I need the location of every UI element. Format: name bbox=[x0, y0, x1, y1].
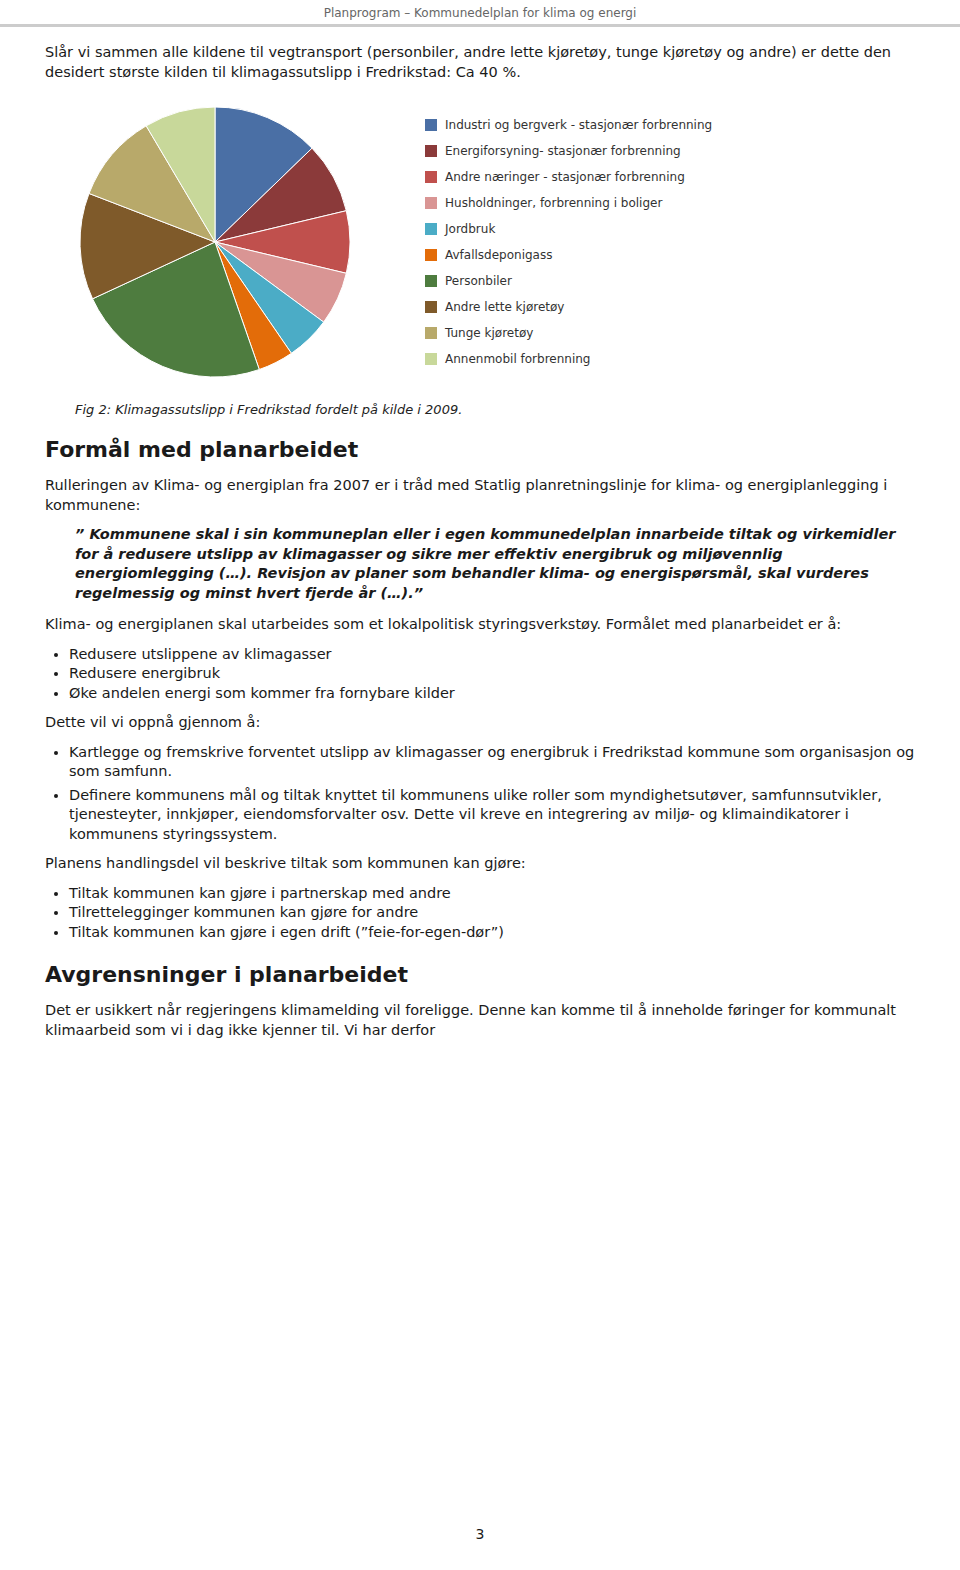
legend-item: Industri og bergverk - stasjonær forbren… bbox=[425, 118, 712, 132]
paragraph: Slår vi sammen alle kildene til vegtrans… bbox=[45, 43, 915, 82]
paragraph: Klima- og energiplanen skal utarbeides s… bbox=[45, 615, 915, 635]
bullet-item: Definere kommunens mål og tiltak knyttet… bbox=[69, 786, 915, 845]
bullet-list: Redusere utslippene av klimagasserReduse… bbox=[45, 645, 915, 704]
page-number: 3 bbox=[0, 1526, 960, 1542]
legend-label: Industri og bergverk - stasjonær forbren… bbox=[445, 118, 712, 132]
section-heading: Avgrensninger i planarbeidet bbox=[45, 962, 915, 987]
paragraph: Rulleringen av Klima- og energiplan fra … bbox=[45, 476, 915, 515]
page-title: Planprogram – Kommunedelplan for klima o… bbox=[45, 0, 915, 20]
legend-item: Energiforsyning- stasjonær forbrenning bbox=[425, 144, 681, 158]
pie-slice bbox=[146, 107, 215, 242]
legend-label: Husholdninger, forbrenning i boliger bbox=[445, 196, 662, 210]
figure-caption: Fig 2: Klimagassutslipp i Fredrikstad fo… bbox=[75, 402, 915, 417]
legend-item: Tunge kjøretøy bbox=[425, 326, 533, 340]
legend-item: Andre lette kjøretøy bbox=[425, 300, 564, 314]
legend-swatch bbox=[425, 249, 437, 261]
legend-label: Annenmobil forbrenning bbox=[445, 352, 590, 366]
legend-swatch bbox=[425, 171, 437, 183]
legend-item: Annenmobil forbrenning bbox=[425, 352, 590, 366]
section-heading: Formål med planarbeidet bbox=[45, 437, 915, 462]
legend-swatch bbox=[425, 275, 437, 287]
legend-label: Avfallsdeponigass bbox=[445, 248, 552, 262]
legend-item: Personbiler bbox=[425, 274, 512, 288]
legend-label: Energiforsyning- stasjonær forbrenning bbox=[445, 144, 681, 158]
quote: ” Kommunene skal i sin kommuneplan eller… bbox=[75, 525, 915, 603]
legend-label: Tunge kjøretøy bbox=[444, 326, 533, 340]
legend-label: Personbiler bbox=[445, 274, 512, 288]
legend-label: Andre næringer - stasjonær forbrenning bbox=[445, 170, 685, 184]
legend-label: Jordbruk bbox=[444, 222, 495, 236]
bullet-item: Tiltak kommunen kan gjøre i partnerskap … bbox=[69, 884, 915, 904]
plot-area bbox=[80, 107, 350, 377]
legend-swatch bbox=[425, 223, 437, 235]
legend-item: Avfallsdeponigass bbox=[425, 248, 552, 262]
legend-swatch bbox=[425, 327, 437, 339]
paragraph: Planens handlingsdel vil beskrive tiltak… bbox=[45, 854, 915, 874]
bullet-item: Øke andelen energi som kommer fra fornyb… bbox=[69, 684, 915, 704]
bullet-list: Kartlegge og fremskrive forventet utslip… bbox=[45, 743, 915, 845]
legend-swatch bbox=[425, 119, 437, 131]
header-rule bbox=[0, 24, 960, 27]
legend-swatch bbox=[425, 301, 437, 313]
legend-swatch bbox=[425, 145, 437, 157]
bullet-list: Tiltak kommunen kan gjøre i partnerskap … bbox=[45, 884, 915, 943]
legend: Industri og bergverk - stasjonær forbren… bbox=[425, 118, 712, 366]
bullet-item: Tiltak kommunen kan gjøre i egen drift (… bbox=[69, 923, 915, 943]
bullet-item: Redusere energibruk bbox=[69, 664, 915, 684]
legend-item: Husholdninger, forbrenning i boliger bbox=[425, 196, 662, 210]
legend-item: Jordbruk bbox=[425, 222, 495, 236]
bullet-item: Tilrettelegginger kommunen kan gjøre for… bbox=[69, 903, 915, 923]
page: Planprogram – Kommunedelplan for klima o… bbox=[0, 0, 960, 1040]
legend-item: Andre næringer - stasjonær forbrenning bbox=[425, 170, 685, 184]
pie-chart: Industri og bergverk - stasjonær forbren… bbox=[45, 92, 915, 392]
legend-label: Andre lette kjøretøy bbox=[445, 300, 564, 314]
paragraph: Dette vil vi oppnå gjennom å: bbox=[45, 713, 915, 733]
legend-swatch bbox=[425, 353, 437, 365]
bullet-item: Redusere utslippene av klimagasser bbox=[69, 645, 915, 665]
bullet-item: Kartlegge og fremskrive forventet utslip… bbox=[69, 743, 915, 782]
legend-swatch bbox=[425, 197, 437, 209]
paragraph: Det er usikkert når regjeringens klimame… bbox=[45, 1001, 915, 1040]
